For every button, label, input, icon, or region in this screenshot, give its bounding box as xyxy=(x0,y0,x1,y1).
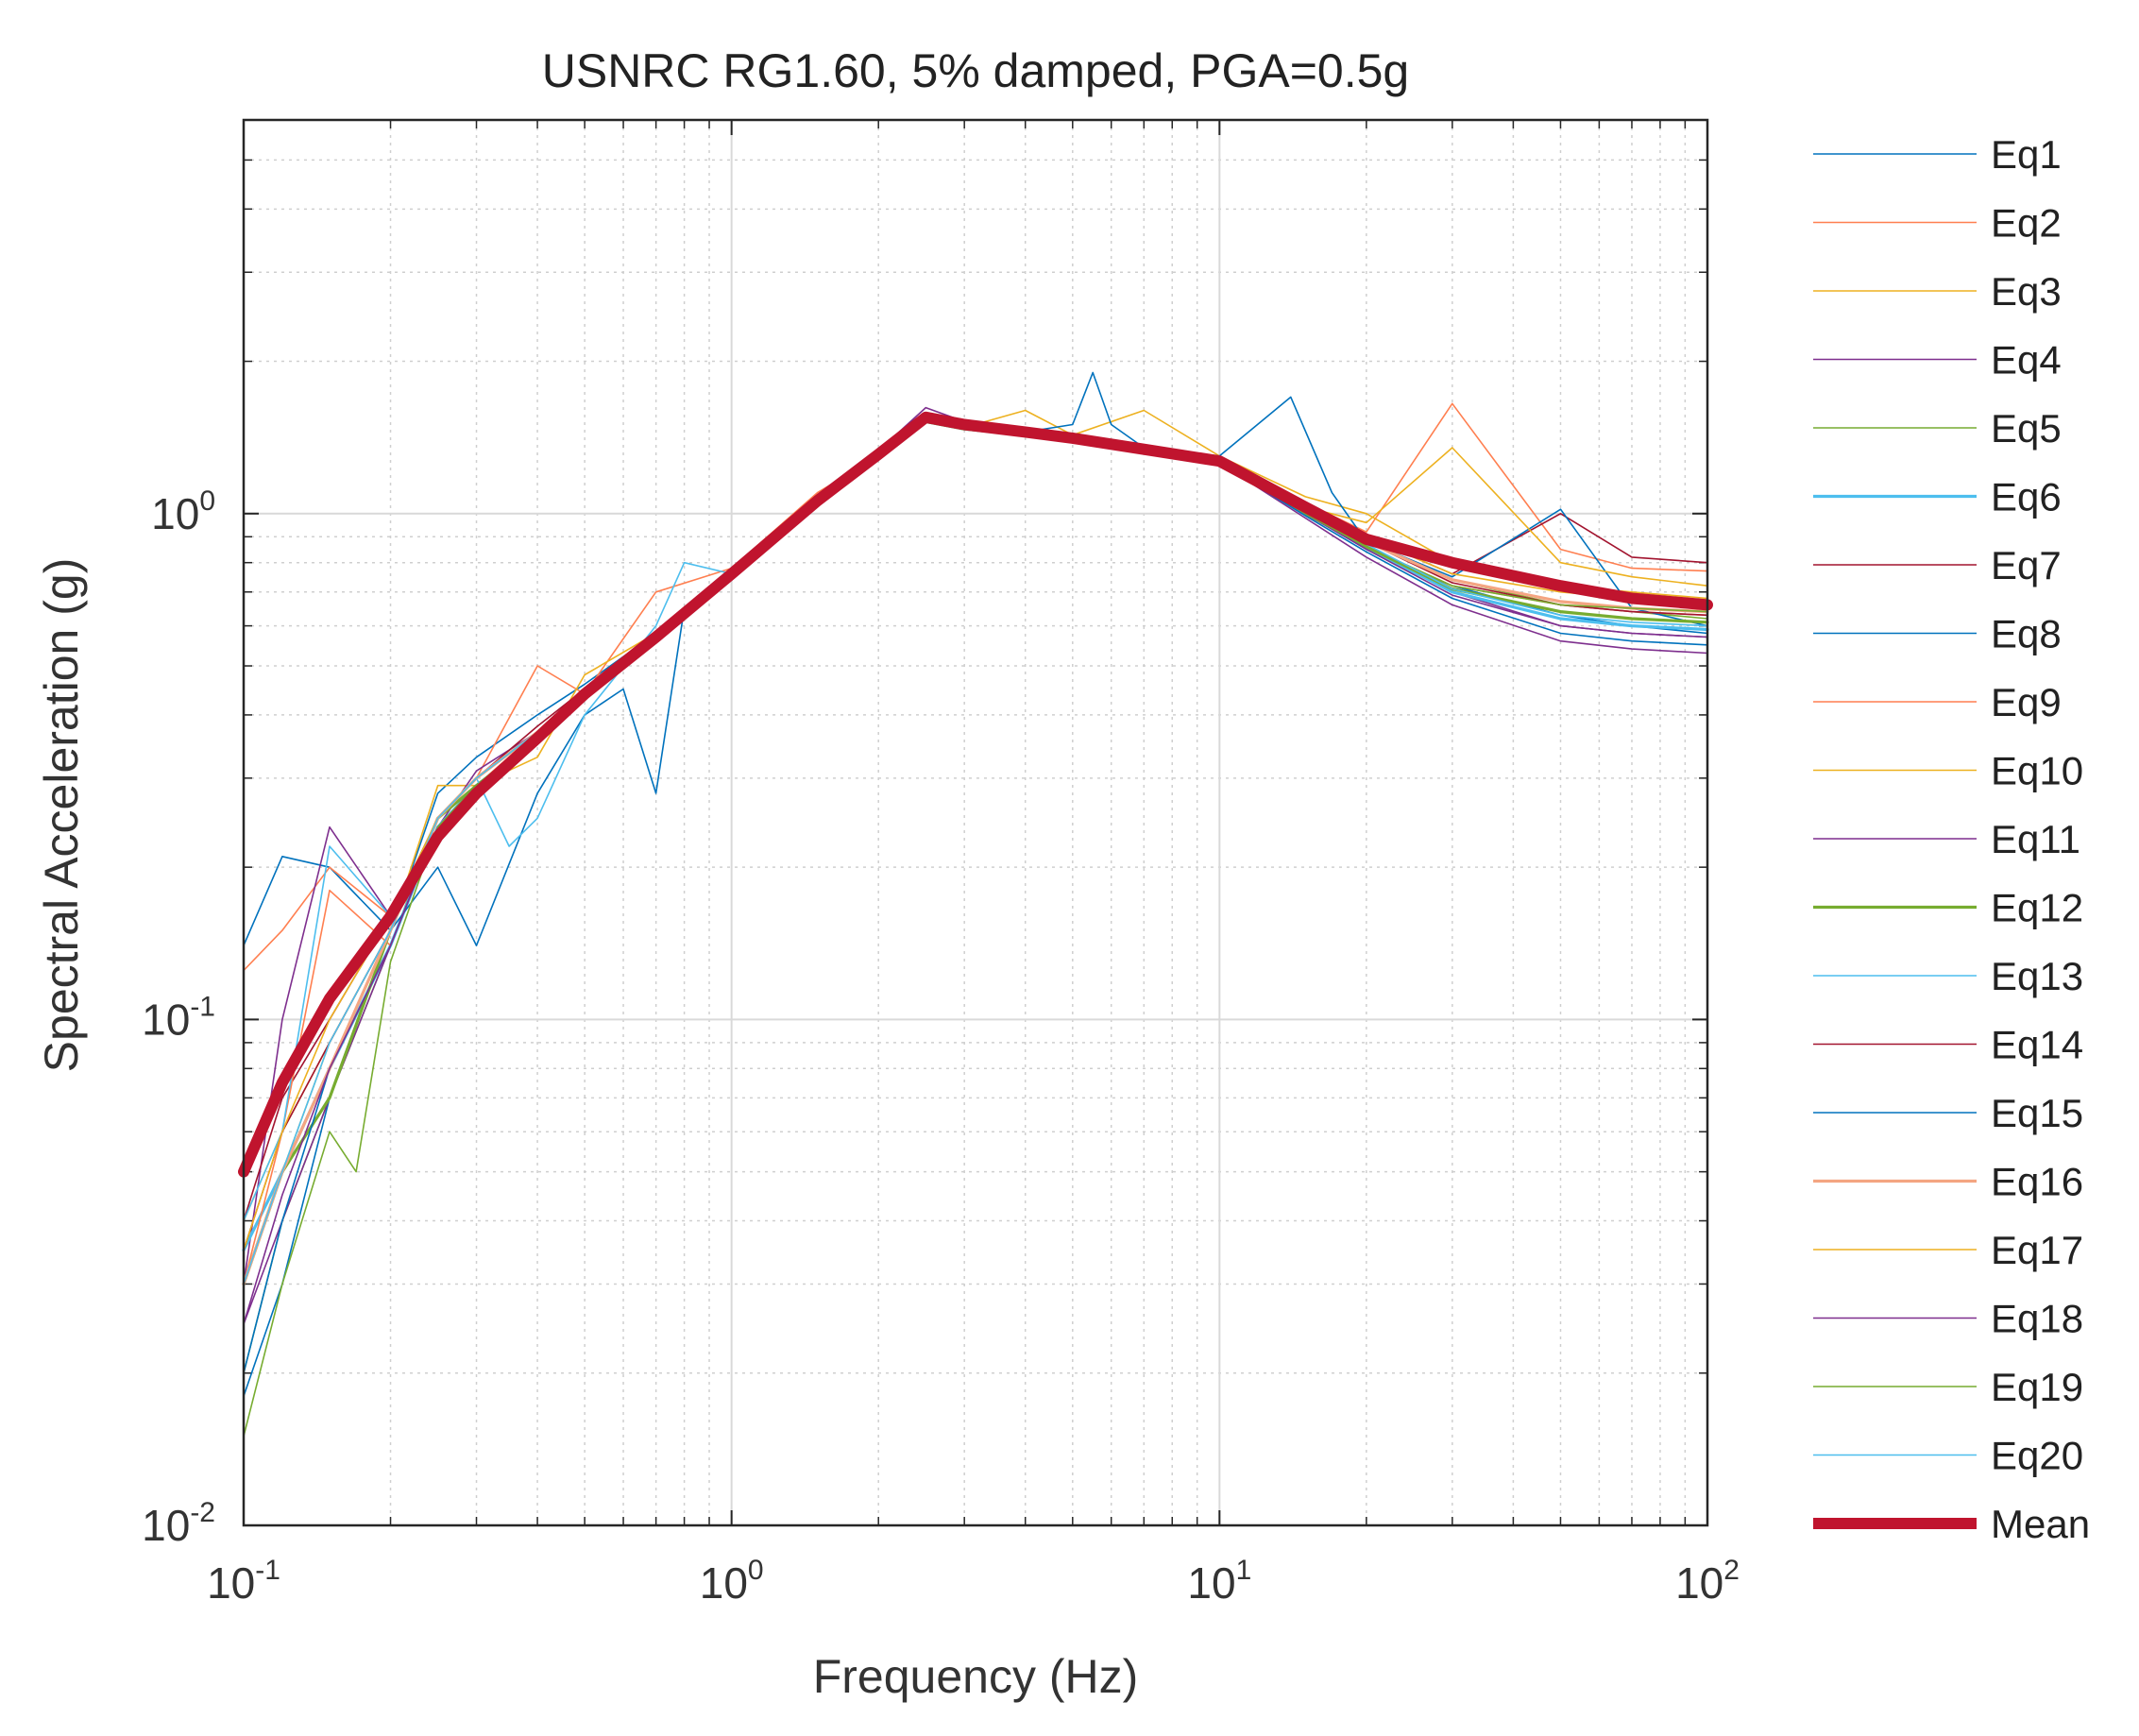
y-tick-label: 10-1 xyxy=(142,991,215,1044)
legend-label-eq20: Eq20 xyxy=(1991,1434,2083,1478)
legend-label-eq2: Eq2 xyxy=(1991,201,2062,246)
legend-label-eq14: Eq14 xyxy=(1991,1023,2083,1067)
legend-label-eq3: Eq3 xyxy=(1991,269,2062,314)
legend-label-eq8: Eq8 xyxy=(1991,612,2062,656)
x-tick-label: 10-1 xyxy=(207,1555,280,1608)
y-axis-ticks: 10-2 10-1 100 xyxy=(142,485,1707,1550)
legend-label-eq19: Eq19 xyxy=(1991,1365,2083,1409)
legend-label-eq11: Eq11 xyxy=(1991,817,2080,861)
series-layer xyxy=(238,371,1713,1438)
legend-label-eq18: Eq18 xyxy=(1991,1297,2083,1341)
legend-label-eq6: Eq6 xyxy=(1991,475,2062,519)
legend-label-eq15: Eq15 xyxy=(1991,1091,2083,1135)
y-tick-label: 10-2 xyxy=(142,1497,215,1550)
x-tick-label: 102 xyxy=(1675,1555,1740,1608)
legend-label-eq4: Eq4 xyxy=(1991,338,2062,383)
x-tick-label: 100 xyxy=(700,1555,764,1608)
legend-label-eq16: Eq16 xyxy=(1991,1160,2083,1204)
legend-label-eq1: Eq1 xyxy=(1991,132,2062,177)
plot-frame xyxy=(242,118,1709,1527)
y-tick-label: 100 xyxy=(151,485,215,538)
legend-label-eq9: Eq9 xyxy=(1991,680,2062,724)
x-axis-label: Frequency (Hz) xyxy=(813,1650,1139,1703)
chart-title: USNRC RG1.60, 5% damped, PGA=0.5g xyxy=(542,44,1410,97)
legend-label-eq7: Eq7 xyxy=(1991,543,2062,587)
series-line-mean xyxy=(238,411,1713,1178)
legend-label-eq17: Eq17 xyxy=(1991,1228,2083,1272)
legend-label-mean: Mean xyxy=(1991,1502,2090,1546)
legend-label-eq10: Eq10 xyxy=(1991,749,2083,793)
legend-label-eq13: Eq13 xyxy=(1991,954,2083,998)
x-axis-ticks: 10-1 100 101 102 xyxy=(207,120,1740,1608)
legend: Eq1 Eq2 Eq3 Eq4 Eq5 Eq6 Eq7 Eq8 Eq9 Eq10 Eq11 Eq12 E… xyxy=(1813,132,2090,1546)
legend-label-eq5: Eq5 xyxy=(1991,406,2062,451)
legend-label-eq12: Eq12 xyxy=(1991,886,2083,930)
plot-area xyxy=(244,120,1707,1525)
x-tick-label: 101 xyxy=(1187,1555,1251,1608)
y-axis-label: Spectral Acceleration (g) xyxy=(35,558,88,1073)
